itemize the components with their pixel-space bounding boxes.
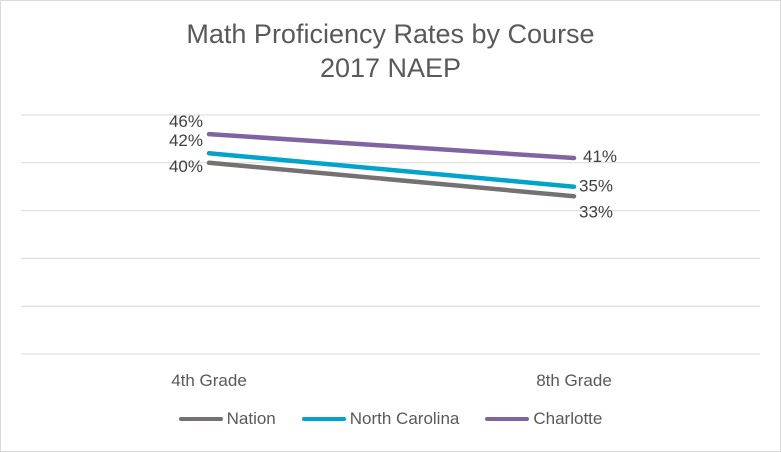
legend-item: Nation	[178, 409, 276, 429]
data-label: 42%	[169, 131, 203, 150]
legend-swatch	[485, 417, 530, 421]
series-line-north-carolina	[206, 150, 577, 189]
data-label: 41%	[583, 147, 617, 166]
series-line-nation	[206, 160, 577, 199]
legend-label: Charlotte	[533, 409, 603, 428]
data-label: 35%	[579, 177, 613, 196]
data-label: 40%	[169, 157, 203, 176]
chart-title-line: Math Proficiency Rates by Course	[186, 19, 595, 49]
data-label: 46%	[169, 112, 203, 131]
data-labels: 40% 33% 42% 35% 46% 41%	[169, 112, 617, 221]
legend-swatch	[178, 417, 223, 421]
data-label: 33%	[579, 202, 613, 221]
series-lines	[206, 131, 577, 199]
chart-subtitle: 2017 NAEP	[319, 53, 462, 83]
x-tick-label: 4th Grade	[171, 371, 247, 390]
grid-lines	[21, 114, 760, 355]
legend: Nation North Carolina Charlotte	[1, 409, 780, 429]
legend-swatch	[301, 417, 346, 421]
series-line-charlotte	[206, 131, 577, 161]
legend-label: North Carolina	[349, 409, 460, 428]
legend-item: North Carolina	[301, 409, 460, 429]
chart-title: Math Proficiency Rates by Course 2017 NA…	[1, 17, 780, 85]
x-axis-ticks: 4th Grade 8th Grade	[171, 371, 612, 390]
legend-label: Nation	[226, 409, 276, 428]
x-tick-label: 8th Grade	[536, 371, 612, 390]
legend-item: Charlotte	[485, 409, 602, 429]
